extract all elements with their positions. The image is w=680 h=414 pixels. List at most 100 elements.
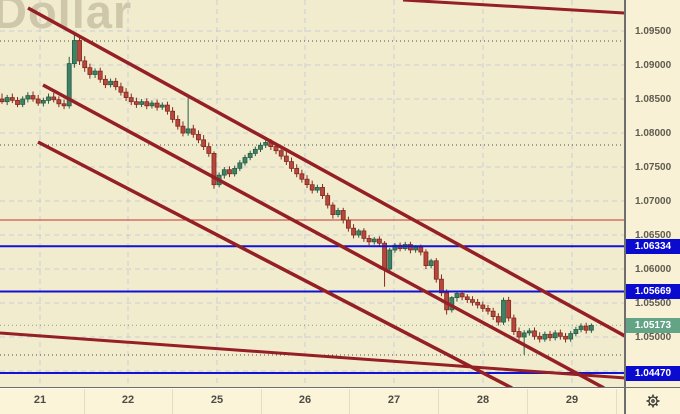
date-label: 29	[565, 394, 579, 406]
candle-body	[190, 128, 196, 135]
candle-body	[82, 60, 88, 69]
trend-line	[0, 331, 624, 380]
candle-body	[258, 144, 263, 150]
candle-body	[294, 167, 300, 175]
date-label: 28	[476, 394, 490, 406]
price-alert-badge[interactable]: 1.05669	[626, 284, 680, 299]
day-boundary-tick	[527, 389, 528, 414]
symbol-watermark: Dollar	[0, 0, 133, 38]
day-boundary-tick	[438, 389, 439, 414]
candle-body	[588, 324, 594, 331]
candle-body	[377, 238, 382, 244]
trend-line	[37, 140, 513, 387]
candle-body	[418, 246, 424, 253]
candlestick-series	[0, 34, 594, 355]
price-axis[interactable]: 1.09500 1.09000 1.08500 1.08000 1.07500 1.070…	[624, 0, 680, 387]
price-axis-label: 1.08000	[635, 128, 672, 139]
candle-body	[578, 325, 584, 330]
price-axis-label: 1.09500	[635, 26, 672, 37]
candle-body	[61, 103, 67, 107]
candle-body	[325, 195, 331, 206]
day-boundary-tick	[84, 389, 85, 414]
candle-body	[309, 184, 315, 191]
gear-icon[interactable]	[644, 392, 662, 410]
price-axis-label: 1.05500	[635, 298, 672, 309]
candle-body	[490, 310, 496, 318]
candle-body	[583, 325, 589, 331]
price-axis-label: 1.07000	[635, 196, 672, 207]
price-alert-badge[interactable]: 1.06334	[626, 238, 680, 254]
candle-body	[371, 238, 377, 243]
candle-body	[413, 246, 419, 251]
candle-body	[278, 150, 284, 157]
price-axis-label: 1.05000	[635, 332, 672, 343]
price-axis-label: 1.08500	[635, 94, 672, 105]
candle-body	[547, 333, 553, 339]
candle-body	[180, 125, 186, 134]
candle-body	[526, 330, 532, 334]
candle-body	[87, 67, 93, 75]
axis-settings-cell	[624, 387, 680, 414]
candle-body	[232, 167, 238, 175]
candle-body	[392, 244, 398, 251]
candle-body	[521, 332, 527, 338]
candle-body	[118, 86, 124, 93]
candle-body	[366, 237, 372, 243]
candle-body	[563, 335, 568, 340]
time-axis[interactable]: 21 22 25 26 27 28 29	[0, 387, 624, 414]
candle-body	[20, 98, 26, 105]
candle-body	[170, 110, 176, 120]
candle-body	[242, 157, 248, 164]
candle-body	[495, 316, 501, 323]
candle-body	[211, 152, 217, 186]
candle-body	[25, 95, 31, 100]
candle-body	[459, 293, 465, 298]
candle-body	[92, 70, 98, 75]
candle-body	[159, 104, 165, 108]
candle-body	[345, 219, 351, 229]
candle-body	[537, 335, 543, 340]
candle-body	[165, 104, 170, 112]
candle-body	[113, 80, 119, 88]
candle-body	[128, 97, 134, 103]
candle-body	[485, 307, 491, 312]
candle-body	[552, 332, 558, 339]
price-alert-badge[interactable]: 1.04470	[626, 365, 680, 381]
trend-line	[42, 83, 605, 387]
trend-line	[402, 0, 624, 15]
candle-body	[454, 293, 460, 298]
candle-body	[139, 101, 144, 105]
candle-body	[108, 80, 113, 86]
candle-body	[506, 299, 512, 319]
candle-body	[330, 204, 336, 216]
candle-body	[221, 169, 227, 176]
price-axis-label: 1.07500	[635, 162, 672, 173]
candle-body	[252, 148, 258, 154]
candle-body	[103, 78, 108, 86]
candle-body	[273, 146, 279, 152]
candle-body	[35, 98, 41, 104]
candle-body	[387, 249, 393, 270]
candle-body	[30, 95, 36, 100]
date-label: 21	[33, 394, 47, 406]
chart-canvas[interactable]: Dollar	[0, 0, 624, 387]
day-boundary-tick	[261, 389, 262, 414]
date-label: 22	[121, 394, 135, 406]
candle-body	[568, 333, 574, 340]
candle-body	[237, 162, 243, 169]
date-label: 26	[298, 394, 312, 406]
candle-body	[149, 102, 155, 107]
candle-body	[475, 301, 481, 306]
candle-body	[40, 100, 46, 104]
candle-body	[206, 146, 212, 154]
trend-line	[27, 6, 624, 338]
candle-body	[227, 169, 232, 175]
current-price-badge[interactable]: 1.05173	[626, 317, 680, 333]
candle-body	[304, 178, 310, 185]
candle-body	[516, 331, 522, 338]
candle-body	[361, 230, 367, 239]
day-boundary-tick	[349, 389, 350, 414]
candle-body	[289, 161, 294, 169]
candle-body	[351, 227, 356, 236]
